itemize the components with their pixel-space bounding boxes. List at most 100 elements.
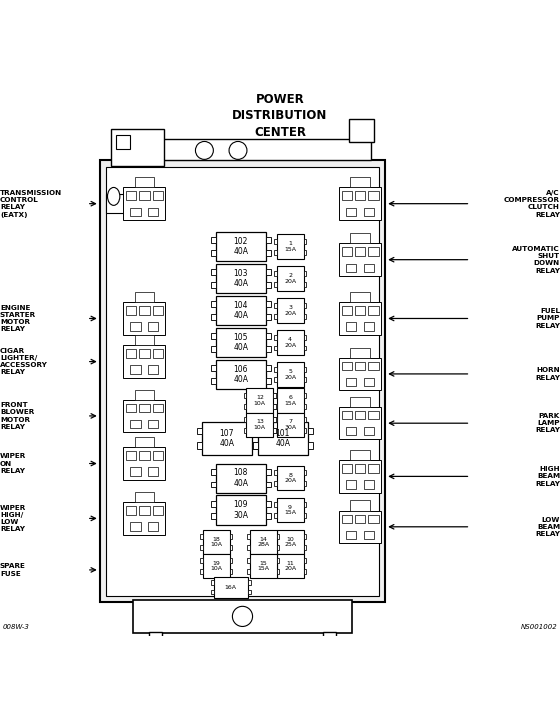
Bar: [274, 303, 277, 308]
Bar: [308, 442, 313, 449]
Bar: [274, 558, 277, 563]
Bar: [346, 378, 356, 386]
Bar: [323, 632, 336, 654]
Bar: [368, 411, 379, 419]
Bar: [253, 428, 258, 434]
Bar: [130, 208, 141, 216]
Bar: [126, 404, 136, 412]
Bar: [126, 451, 136, 460]
Bar: [346, 263, 356, 272]
Text: 14
28A: 14 28A: [257, 537, 269, 548]
Bar: [153, 192, 163, 200]
Bar: [274, 481, 277, 486]
Bar: [304, 271, 306, 276]
Text: 12
10A: 12 10A: [254, 395, 266, 407]
Bar: [123, 502, 166, 535]
Bar: [197, 442, 202, 449]
Text: SPARE
FUSE: SPARE FUSE: [0, 563, 26, 577]
Bar: [266, 238, 271, 244]
Bar: [342, 464, 352, 473]
Bar: [351, 450, 370, 460]
Bar: [211, 251, 216, 256]
Bar: [230, 569, 232, 574]
Bar: [277, 362, 304, 387]
Bar: [274, 345, 277, 350]
Text: CIGAR
LIGHTER/
ACCESSORY
RELAY: CIGAR LIGHTER/ ACCESSORY RELAY: [0, 347, 48, 375]
Bar: [339, 244, 381, 276]
Bar: [355, 411, 365, 419]
Bar: [203, 530, 230, 554]
Bar: [351, 292, 370, 302]
Bar: [339, 302, 381, 335]
Bar: [274, 428, 277, 433]
Bar: [153, 306, 163, 315]
Bar: [342, 411, 352, 419]
Bar: [203, 554, 230, 578]
Bar: [274, 271, 277, 276]
Bar: [211, 580, 214, 585]
Text: 4
20A: 4 20A: [284, 337, 296, 348]
Text: 13
10A: 13 10A: [254, 419, 266, 430]
Text: WIPER
ON
RELAY: WIPER ON RELAY: [0, 454, 26, 473]
Bar: [364, 378, 374, 386]
Bar: [355, 192, 365, 200]
Bar: [211, 314, 216, 320]
Text: HORN
RELAY: HORN RELAY: [535, 367, 560, 380]
Bar: [346, 530, 356, 539]
Bar: [277, 554, 304, 578]
Text: 19
10A: 19 10A: [210, 560, 222, 572]
Bar: [346, 208, 356, 216]
Bar: [252, 442, 257, 449]
Bar: [304, 377, 306, 382]
Bar: [304, 335, 306, 340]
Bar: [368, 192, 379, 200]
Bar: [364, 208, 374, 216]
Bar: [308, 428, 313, 434]
Bar: [355, 515, 365, 523]
Bar: [368, 306, 379, 315]
Bar: [139, 306, 150, 315]
Bar: [246, 412, 273, 437]
Bar: [211, 365, 216, 371]
Bar: [339, 511, 381, 543]
Bar: [266, 301, 271, 307]
Bar: [273, 393, 276, 398]
Bar: [200, 545, 203, 550]
Bar: [266, 269, 271, 276]
Text: 18
10A: 18 10A: [210, 537, 222, 548]
Bar: [139, 451, 150, 460]
Bar: [364, 323, 374, 331]
Bar: [139, 404, 150, 412]
Text: WIPER
HIGH/
LOW
RELAY: WIPER HIGH/ LOW RELAY: [0, 505, 26, 533]
Bar: [304, 534, 306, 539]
Bar: [153, 350, 163, 357]
Bar: [351, 234, 370, 244]
Bar: [211, 501, 216, 506]
Text: 16A: 16A: [225, 585, 237, 590]
Text: 3
20A: 3 20A: [284, 305, 296, 316]
Text: 8
20A: 8 20A: [284, 473, 296, 483]
Bar: [342, 515, 352, 523]
Bar: [304, 558, 306, 563]
Bar: [342, 192, 352, 200]
Bar: [277, 389, 304, 413]
Bar: [351, 397, 370, 407]
Bar: [349, 119, 374, 142]
Bar: [304, 393, 306, 398]
Bar: [304, 345, 306, 350]
Bar: [153, 404, 163, 412]
Bar: [277, 534, 279, 539]
Bar: [153, 506, 163, 515]
Bar: [211, 468, 216, 475]
Bar: [139, 192, 150, 200]
Bar: [368, 247, 379, 256]
Text: 1
15A: 1 15A: [284, 241, 296, 252]
Bar: [139, 350, 150, 357]
Bar: [211, 378, 216, 384]
Bar: [133, 600, 352, 633]
Text: 6
15A: 6 15A: [284, 395, 296, 407]
Bar: [149, 632, 162, 654]
Bar: [351, 347, 370, 357]
Bar: [277, 298, 304, 323]
Bar: [368, 464, 379, 473]
